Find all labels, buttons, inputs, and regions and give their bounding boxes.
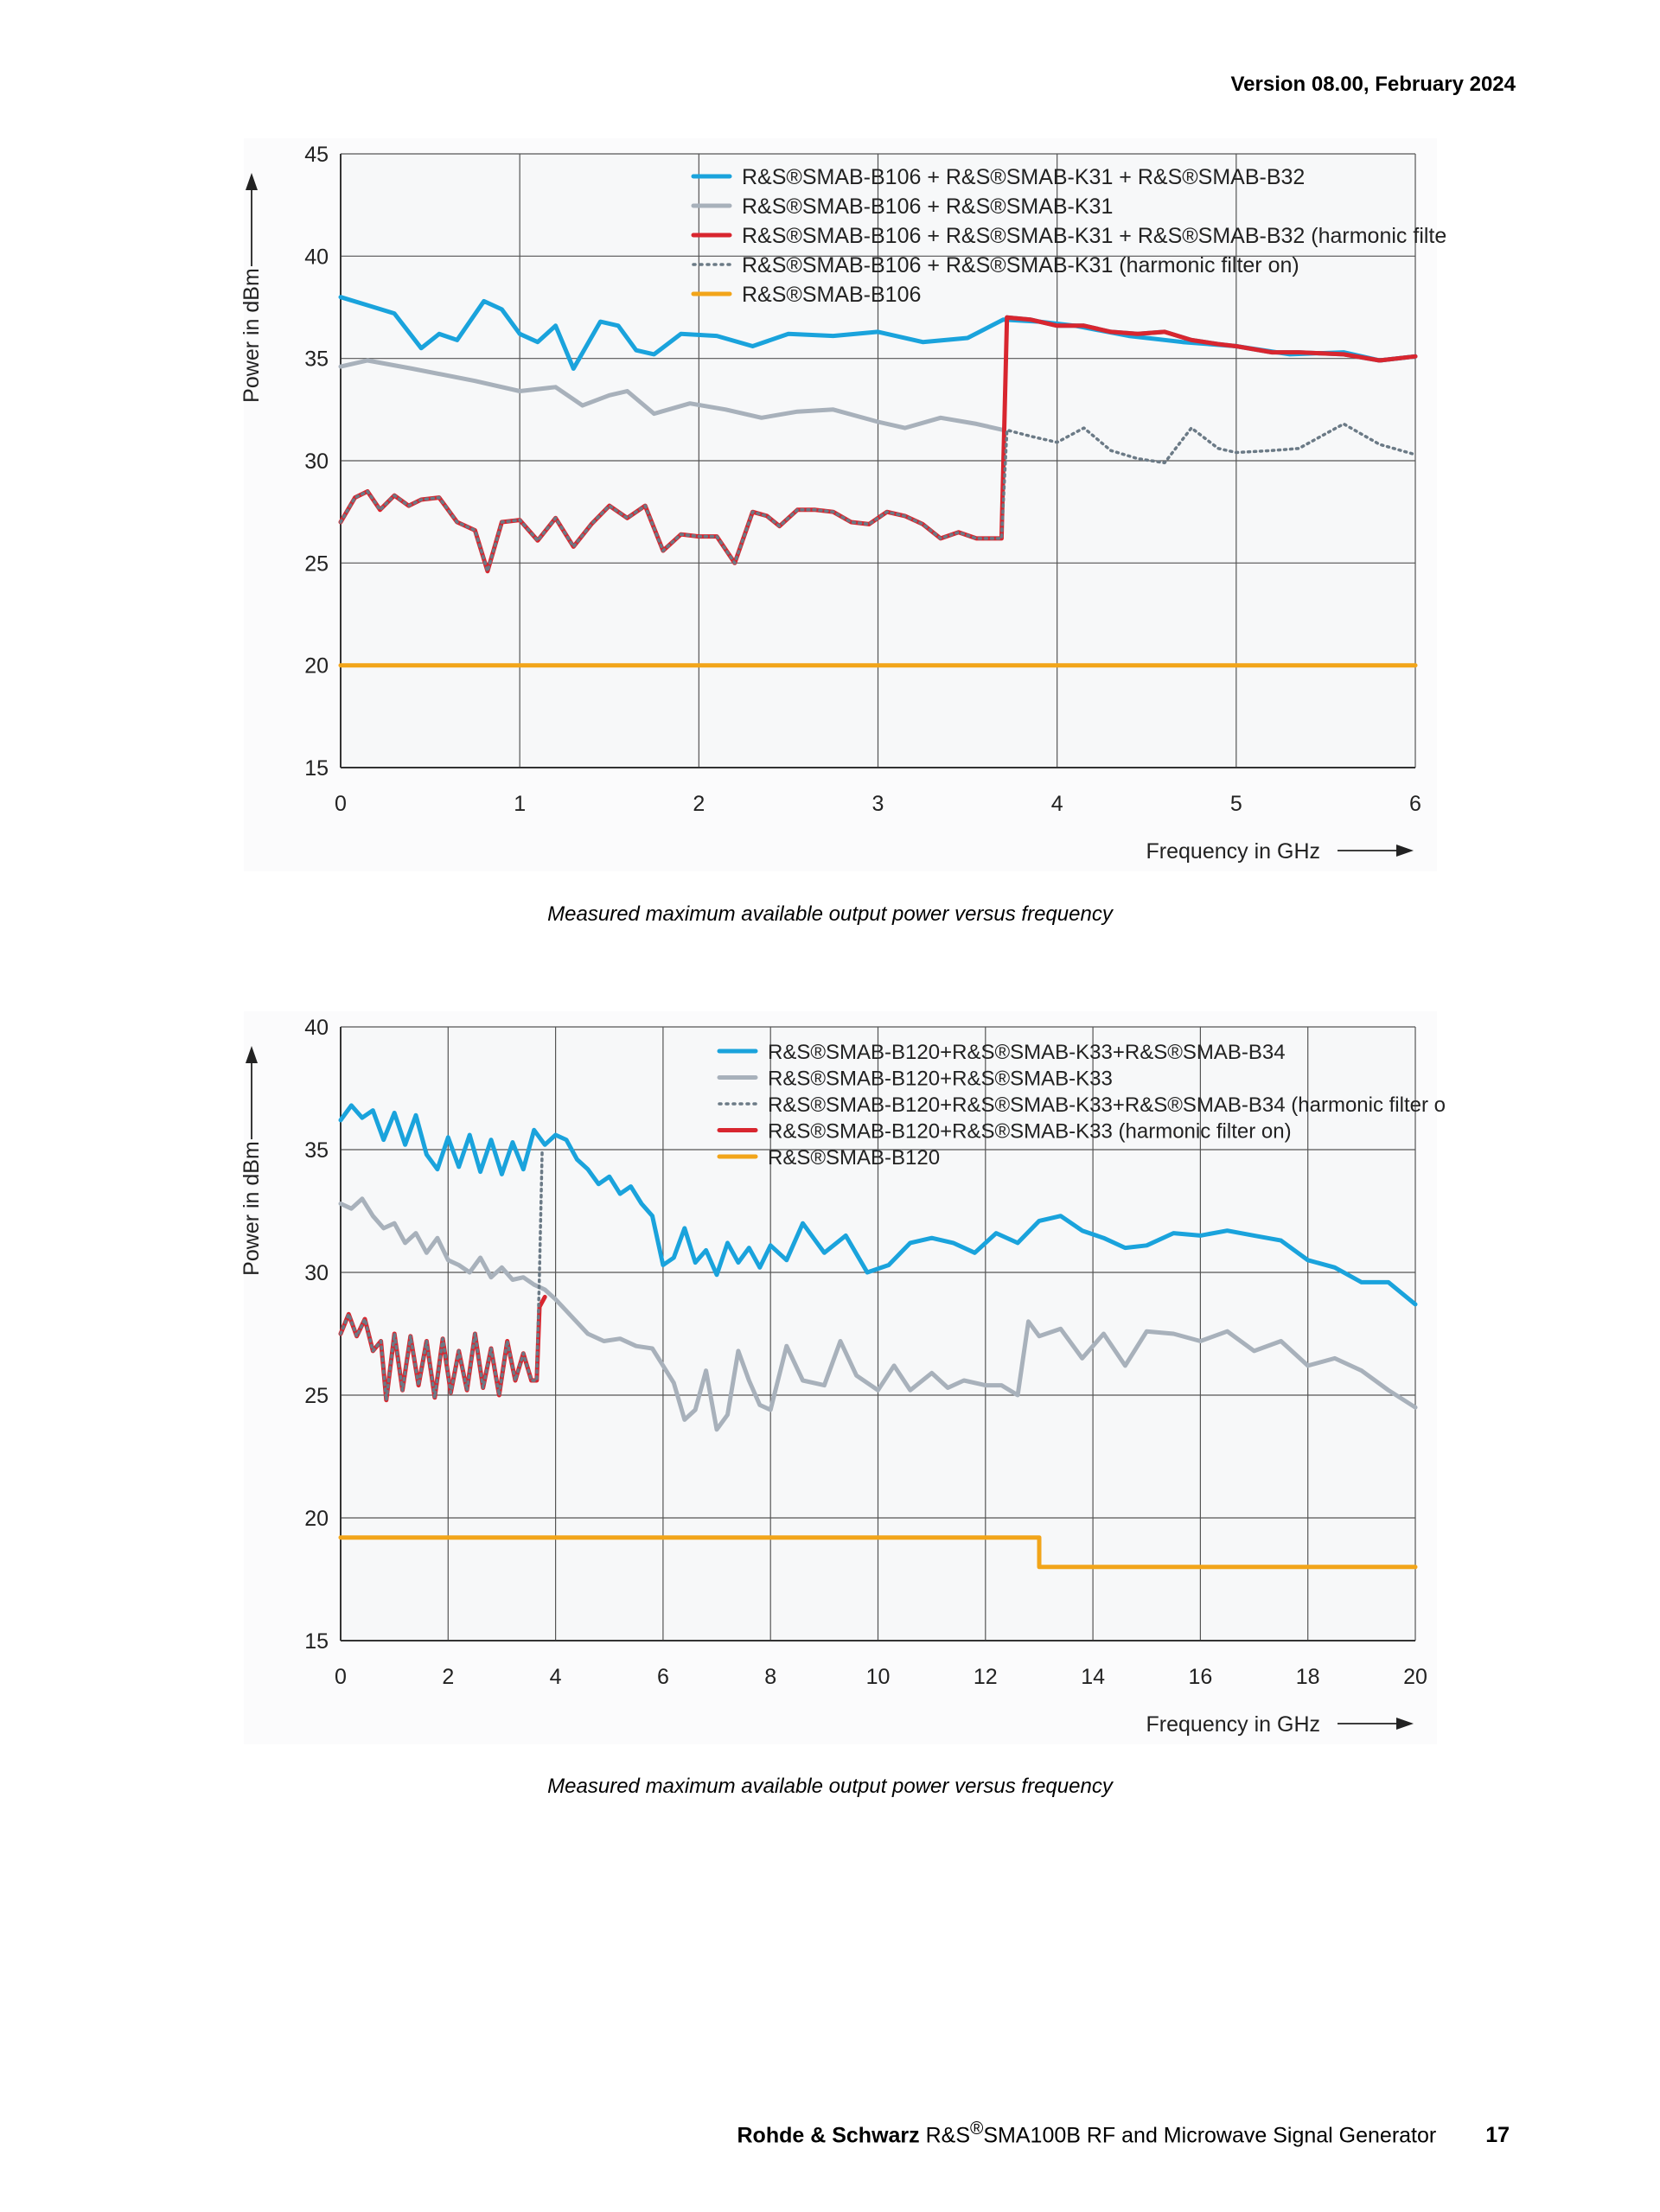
chart1-legend-label: R&S®SMAB-B106 + R&S®SMAB-K31 (harmonic f…: [742, 253, 1299, 277]
footer-product-name: SMA100B RF and Microwave Signal Generato…: [983, 2123, 1437, 2148]
chart1-series-dotted-line: [339, 422, 1417, 573]
chart1-y-axis-label: Power in dBm: [239, 268, 264, 403]
chart1-x-tick-label: 4: [1051, 792, 1063, 816]
chart2-x-tick-label: 16: [1188, 1665, 1212, 1689]
chart2-y-tick-label: 15: [304, 1629, 329, 1654]
chart1-series-gray-line: [338, 358, 1006, 432]
chart1-y-tick-label: 25: [304, 551, 329, 576]
footer-brand: Rohde & Schwarz: [737, 2123, 920, 2148]
chart1-y-tick-label: 15: [304, 756, 329, 781]
chart1-x-tick-label: 5: [1230, 792, 1242, 816]
chart2-x-tick-label: 4: [550, 1665, 562, 1689]
chart1-x-tick-label: 2: [693, 792, 705, 816]
chart2-y-tick-label: 40: [304, 1016, 329, 1040]
chart2-x-tick-label: 14: [1081, 1665, 1105, 1689]
chart2-x-tick-label: 10: [866, 1665, 891, 1689]
chart1-y-tick-label: 40: [304, 245, 329, 269]
chart1-y-tick-label: 35: [304, 347, 329, 372]
chart2-y-tick-label: 20: [304, 1507, 329, 1531]
chart1-legend-label: R&S®SMAB-B106 + R&S®SMAB-K31 + R&S®SMAB-…: [742, 165, 1305, 189]
chart1-x-tick-label: 6: [1409, 792, 1421, 816]
chart2-legend-label: R&S®SMAB-B120+R&S®SMAB-K33+R&S®SMAB-B34 …: [768, 1093, 1446, 1117]
chart2-x-axis-label: Frequency in GHz: [1146, 1712, 1320, 1737]
chart2-y-tick-label: 30: [304, 1261, 329, 1285]
chart2-x-tick-label: 8: [764, 1665, 776, 1689]
chart1-y-axis-arrowhead: [246, 173, 258, 190]
chart1-x-axis-label: Frequency in GHz: [1146, 839, 1320, 864]
chart1-series-red-line: [1005, 315, 1418, 363]
chart2-legend-label: R&S®SMAB-B120+R&S®SMAB-K33 (harmonic fil…: [768, 1120, 1292, 1144]
chart1-series-blue-line: [338, 295, 1418, 371]
chart2-x-axis-arrowhead: [1396, 1718, 1414, 1730]
footer-product-sup: ®: [970, 2119, 984, 2139]
chart1-x-tick-label: 1: [514, 792, 526, 816]
chart1-y-tick-label: 30: [304, 449, 329, 474]
chart-caption-2: Measured maximum available output power …: [547, 1775, 1113, 1798]
chart2-x-tick-label: 12: [974, 1665, 998, 1689]
chart2-legend-label: R&S®SMAB-B120+R&S®SMAB-K33+R&S®SMAB-B34: [768, 1041, 1286, 1064]
chart1-x-axis-arrowhead: [1396, 845, 1414, 857]
chart2-y-tick-label: 35: [304, 1138, 329, 1163]
chart2-series-gray-line: [338, 1196, 1418, 1432]
chart2-x-tick-label: 18: [1296, 1665, 1320, 1689]
chart2-series-blue-line: [338, 1103, 1418, 1307]
chart2-y-axis-label: Power in dBm: [239, 1141, 264, 1276]
chart1-x-tick-label: 3: [872, 792, 884, 816]
chart1-legend-label: R&S®SMAB-B106 + R&S®SMAB-K31 + R&S®SMAB-…: [742, 224, 1446, 248]
chart2-x-tick-label: 20: [1403, 1665, 1427, 1689]
chart2-legend-label: R&S®SMAB-B120+R&S®SMAB-K33: [768, 1068, 1113, 1091]
chart1-legend-label: R&S®SMAB-B106 + R&S®SMAB-K31: [742, 194, 1113, 219]
chart2-legend-label: R&S®SMAB-B120: [768, 1146, 940, 1170]
chart2-x-tick-label: 0: [335, 1665, 347, 1689]
chart2-y-tick-label: 25: [304, 1384, 329, 1408]
chart2-y-axis-arrowhead: [246, 1046, 258, 1063]
chart1-legend-label: R&S®SMAB-B106: [742, 283, 921, 307]
page-footer: Rohde & Schwarz R&S®SMA100B RF and Micro…: [737, 2119, 1510, 2148]
chart2-series-dotted-line: [339, 1148, 544, 1402]
chart1-y-tick-label: 45: [304, 143, 329, 167]
chart2-x-tick-label: 2: [442, 1665, 454, 1689]
chart1-x-tick-label: 0: [335, 792, 347, 816]
power-chart-20ghz: 0 2 4 6 8 10 12 14 16 18 20 15 20 25 30 35 40 Power in dB…: [239, 1011, 1446, 1744]
header-version: Version 08.00, February 2024: [1230, 73, 1516, 96]
footer-page-number: 17: [1485, 2123, 1510, 2148]
chart2-x-tick-label: 6: [657, 1665, 669, 1689]
chart-caption-1: Measured maximum available output power …: [547, 902, 1113, 926]
chart2-series-orange-line: [338, 1535, 1418, 1570]
footer-product-prefix: R&S: [925, 2123, 971, 2148]
chart1-y-tick-label: 20: [304, 654, 329, 679]
